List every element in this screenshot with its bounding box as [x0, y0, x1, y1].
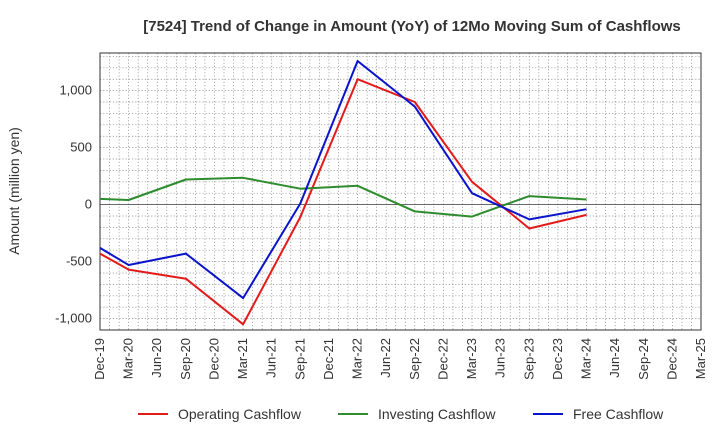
x-tick-label: Mar-22 [350, 338, 365, 379]
series-line-free-cashflow [99, 60, 587, 300]
x-tick-label: Mar-24 [579, 338, 594, 379]
legend-label: Investing Cashflow [378, 406, 496, 422]
x-tick-label: Dec-23 [550, 338, 565, 380]
x-tick-label: Dec-22 [435, 338, 450, 380]
y-tick-label: 0 [85, 197, 92, 212]
x-tick-label: Sep-21 [292, 338, 307, 380]
x-tick-label: Sep-20 [178, 338, 193, 380]
y-tick-label: -1,000 [55, 311, 92, 326]
plot-background [100, 53, 701, 330]
series-line-operating-cashflow [99, 78, 587, 326]
legend-label: Free Cashflow [573, 406, 664, 422]
x-tick-label: Mar-21 [235, 338, 250, 379]
x-tick-label: Jun-23 [493, 338, 508, 378]
y-tick-label: -500 [66, 254, 92, 269]
x-tick-label: Sep-22 [407, 338, 422, 380]
x-tick-label: Sep-24 [636, 338, 651, 380]
chart-title: [7524] Trend of Change in Amount (YoY) o… [143, 18, 681, 35]
x-tick-label: Mar-25 [693, 338, 708, 379]
x-tick-label: Jun-22 [378, 338, 393, 378]
x-tick-label: Mar-20 [121, 338, 136, 379]
x-tick-label: Dec-20 [206, 338, 221, 380]
legend: Operating Cashflow Investing Cashflow Free… [138, 406, 664, 422]
legend-label: Operating Cashflow [178, 406, 302, 422]
x-tick-label: Dec-21 [321, 338, 336, 380]
plot-frame [99, 52, 702, 331]
x-tick-label: Jun-24 [607, 338, 622, 378]
y-axis-label: Amount (million yen) [6, 127, 22, 255]
y-tick-label: 1,000 [59, 83, 92, 98]
x-tick-label: Jun-21 [264, 338, 279, 378]
y-tick-label: 500 [70, 140, 92, 155]
x-tick-label: Sep-23 [521, 338, 536, 380]
x-tick-label: Dec-19 [92, 338, 107, 380]
x-tick-label: Mar-23 [464, 338, 479, 379]
x-tick-label: Jun-20 [149, 338, 164, 378]
x-tick-label: Dec-24 [664, 338, 679, 380]
